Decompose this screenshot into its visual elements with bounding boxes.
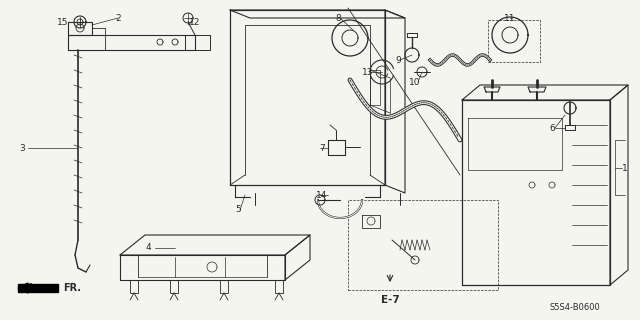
Text: 7: 7 [319,143,325,153]
Text: 6: 6 [549,124,555,132]
Text: 13: 13 [362,68,374,76]
Text: 3: 3 [19,143,25,153]
Polygon shape [18,284,58,292]
Text: 10: 10 [409,77,420,86]
Text: 8: 8 [335,13,341,22]
Text: 12: 12 [189,18,201,27]
Bar [348,200,498,290]
Text: S5S4-B0600: S5S4-B0600 [550,303,600,313]
Text: 5: 5 [235,205,241,214]
Text: 14: 14 [316,190,328,199]
Text: E-7: E-7 [381,295,399,305]
Bar [488,20,540,62]
Polygon shape [18,283,58,293]
Text: 15: 15 [57,18,68,27]
Text: 11: 11 [504,13,516,22]
Text: 9: 9 [395,55,401,65]
Text: 2: 2 [115,13,121,22]
Text: 1: 1 [622,164,628,172]
Text: FR.: FR. [63,283,81,293]
Text: 4: 4 [145,244,151,252]
